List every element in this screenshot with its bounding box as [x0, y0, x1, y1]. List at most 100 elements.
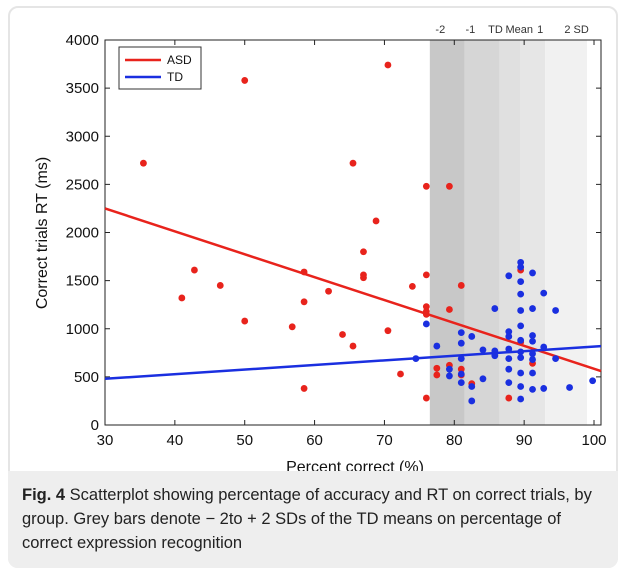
td-point [589, 377, 597, 385]
td-point [505, 365, 513, 373]
td-point [517, 278, 525, 285]
sd-band-labels: -2 -1 TD Mean 1 2 SD [435, 24, 588, 36]
axes: 30 40 50 60 70 80 90 10005001000150020002500300… [66, 32, 607, 449]
td-point [491, 352, 499, 360]
sd-band-label: -2 [435, 24, 445, 36]
td-point [517, 258, 525, 266]
asd-point [325, 287, 332, 295]
td-point [505, 345, 513, 353]
asd-point [422, 182, 430, 190]
y-tick-label: 0 [91, 417, 99, 434]
legend: ASD TD [118, 46, 202, 90]
x-tick-label: 80 [446, 432, 463, 449]
asd-point [384, 327, 392, 335]
td-point [552, 307, 559, 314]
td-point [457, 339, 465, 347]
td-point [540, 385, 548, 392]
sd-band-label: 2 SD [564, 24, 589, 36]
td-point [468, 333, 476, 340]
asd-point [216, 282, 224, 289]
x-tick-label: 70 [376, 432, 393, 449]
td-point [479, 346, 487, 354]
td-point [529, 305, 536, 312]
td-point [540, 289, 548, 297]
asd-point [446, 182, 453, 190]
td-point [505, 355, 513, 362]
sd-band-label: TD [488, 24, 503, 36]
asd-point [446, 306, 453, 313]
td-point [468, 383, 476, 390]
y-tick-label: 2500 [66, 176, 99, 193]
asd-point [505, 394, 513, 402]
sd-band-label: Mean [505, 24, 533, 36]
asd-point [422, 271, 430, 279]
td-point [446, 365, 453, 373]
x-tick-label: 60 [306, 432, 323, 449]
td-point [529, 350, 536, 358]
asd-point [422, 303, 430, 311]
asd-point [433, 371, 441, 379]
y-axis-label: Correct trials RT (ms) [34, 157, 51, 309]
asd-point [191, 266, 198, 274]
asd-point [349, 342, 357, 350]
td-point [457, 355, 465, 362]
asd-point [397, 370, 404, 378]
x-tick-label: 40 [167, 432, 184, 449]
td-point [540, 343, 548, 351]
td-point [457, 329, 465, 336]
td-point [505, 272, 513, 280]
td-point [491, 347, 499, 355]
x-tick-label: 30 [97, 432, 114, 449]
caption-text: Scatterplot showing percentage of accura… [22, 486, 592, 552]
asd-point [457, 282, 465, 289]
data-points [140, 61, 597, 405]
td-point [517, 348, 525, 356]
legend-box [118, 46, 202, 90]
asd-point [241, 317, 249, 325]
td-point [529, 356, 536, 363]
asd-point [457, 365, 465, 373]
td-point [422, 320, 430, 328]
sd-band-label: -1 [465, 24, 475, 36]
td-point [517, 322, 525, 330]
legend-label-asd: ASD [167, 53, 192, 67]
sd-band-4 [545, 40, 588, 425]
asd-point [384, 61, 392, 69]
y-tick-label: 2000 [66, 225, 99, 242]
td-point [491, 305, 499, 312]
td-point [529, 337, 536, 345]
td-point [566, 384, 573, 391]
asd-point [241, 77, 249, 84]
y-tick-label: 3000 [66, 128, 99, 145]
td-point [529, 332, 536, 339]
asd-point [360, 274, 367, 282]
td-point [517, 263, 525, 271]
td-point [552, 355, 559, 362]
asd-point [300, 268, 308, 276]
td-point [457, 370, 465, 378]
td-point [479, 375, 487, 383]
td-point [433, 342, 441, 350]
asd-point [288, 323, 296, 331]
y-tick-label: 500 [74, 369, 99, 386]
td-point [517, 395, 525, 403]
asd-point [300, 298, 308, 306]
td-point [505, 379, 513, 387]
td-point [517, 383, 525, 390]
asd-point [422, 310, 430, 318]
td-point [517, 354, 525, 362]
asd-point [300, 385, 308, 392]
sd-band-1 [464, 40, 500, 425]
td-point [529, 369, 536, 377]
asd-point [408, 283, 416, 290]
asd-point [360, 248, 367, 256]
asd-point [433, 364, 441, 372]
y-tick-label: 1000 [66, 321, 99, 338]
td-point [517, 336, 525, 344]
sd-band-3 [520, 40, 546, 425]
sd-band-2 [499, 40, 521, 425]
x-tick-label: 90 [516, 432, 533, 449]
y-tick-label: 3500 [66, 80, 99, 97]
caption-label: Fig. 4 [22, 486, 66, 504]
legend-label-td: TD [167, 70, 183, 84]
